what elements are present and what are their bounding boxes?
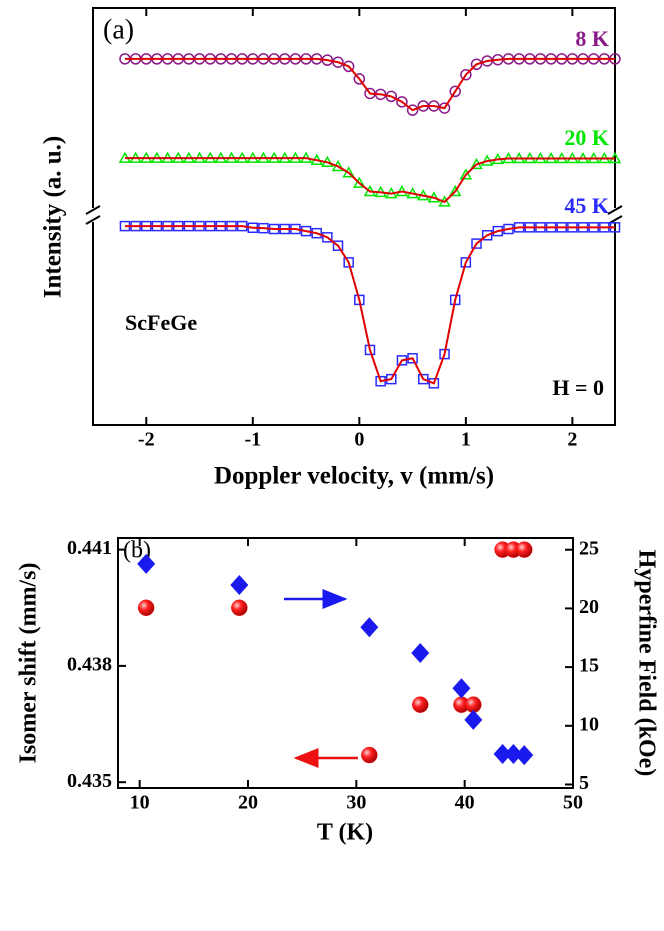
y2-tick-label: 10	[579, 713, 599, 735]
plot-frame	[117, 537, 574, 789]
x-tick-label: 10	[130, 792, 150, 814]
x-axis-label: T (K)	[317, 820, 373, 846]
data-point	[396, 96, 408, 108]
x-axis-label: Doppler velocity, v (mm/s)	[214, 463, 494, 490]
data-point	[360, 617, 379, 638]
data-point	[471, 238, 482, 249]
data-point	[417, 373, 429, 385]
y-tick-label: 0.435	[67, 770, 112, 792]
fit-line	[124, 157, 615, 204]
data-point	[332, 240, 344, 251]
data-point	[406, 104, 419, 116]
data-point	[353, 176, 366, 188]
data-point	[449, 85, 461, 98]
panel-label: (a)	[103, 14, 134, 45]
data-point	[516, 541, 533, 558]
x-tick-label: 20	[238, 792, 258, 814]
series-label: 45 K	[564, 193, 609, 218]
x-tick-label: 0	[354, 429, 364, 451]
data-point	[411, 643, 430, 664]
y-tick-label: 0.438	[67, 654, 112, 676]
data-point	[343, 257, 354, 268]
data-point	[322, 232, 333, 243]
data-point	[459, 168, 473, 180]
series-label: 8 K	[575, 26, 609, 51]
x-tick-label: -1	[244, 429, 261, 451]
data-point	[428, 378, 440, 389]
x-tick-label: 30	[346, 792, 366, 814]
data-point	[412, 696, 429, 713]
y2-tick-label: 25	[579, 537, 599, 559]
y2-tick-label: 20	[579, 596, 599, 618]
x-tick-label: 2	[567, 429, 577, 451]
data-point	[460, 257, 472, 268]
data-point	[353, 73, 366, 85]
y2-axis-label: Hyperfine Field (kOe)	[633, 550, 659, 777]
data-point	[448, 184, 462, 197]
data-point	[481, 230, 493, 241]
y-axis-label: Intensity (a. u.)	[40, 136, 67, 299]
data-point	[452, 678, 471, 699]
data-point	[460, 68, 472, 81]
x-tick-label: 1	[461, 429, 471, 451]
y2-tick-label: 15	[579, 655, 599, 677]
x-tick-label: -2	[138, 429, 155, 451]
plot-frame	[92, 7, 616, 426]
series-label: 20 K	[564, 125, 609, 150]
x-tick-label: 40	[455, 792, 475, 814]
data-point	[137, 553, 156, 574]
data-point	[464, 709, 483, 730]
data-point	[493, 743, 512, 764]
data-point	[361, 746, 378, 764]
y-tick-label: 0.441	[67, 537, 112, 559]
y2-tick-label: 5	[579, 772, 589, 794]
data-point	[137, 599, 155, 617]
data-point	[231, 599, 248, 617]
data-point	[230, 574, 249, 595]
sample-label: ScFeGe	[125, 310, 197, 335]
field-label: H = 0	[552, 375, 604, 400]
break-mark	[85, 205, 623, 225]
data-point	[470, 58, 483, 71]
data-point	[515, 745, 534, 766]
data-point	[504, 743, 523, 764]
x-tick-label: 50	[563, 792, 583, 814]
fit-line	[124, 225, 615, 385]
y-axis-label: Isomer shift (mm/s)	[16, 563, 42, 764]
fit-line	[124, 57, 615, 112]
data-point	[342, 60, 355, 73]
